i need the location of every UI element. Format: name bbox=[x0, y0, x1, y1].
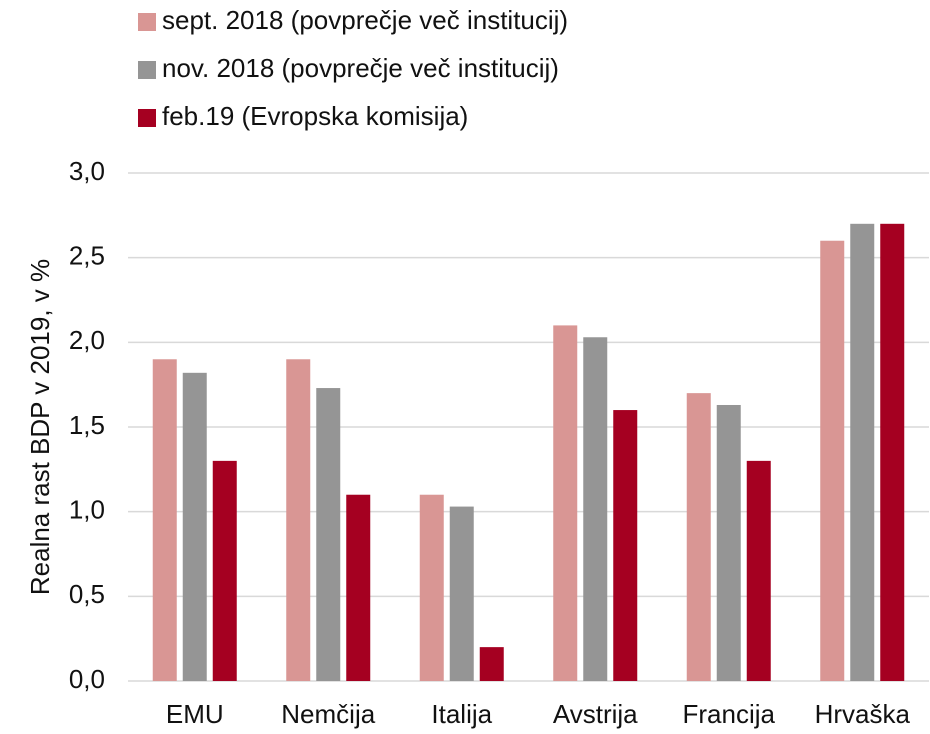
y-tick-label: 2,5 bbox=[69, 241, 105, 271]
legend-label: feb.19 (Evropska komisija) bbox=[162, 101, 468, 131]
y-tick-label: 3,0 bbox=[69, 156, 105, 186]
x-tick-label: Avstrija bbox=[553, 699, 638, 729]
bar bbox=[613, 410, 638, 681]
bar bbox=[716, 404, 741, 681]
x-tick-label: Hrvaška bbox=[815, 699, 911, 729]
y-axis-label: Realna rast BDP v 2019, v % bbox=[25, 259, 55, 595]
bar bbox=[553, 325, 578, 681]
legend-swatch bbox=[138, 61, 156, 79]
bar bbox=[152, 359, 177, 681]
bar bbox=[746, 460, 771, 681]
x-tick-label: Nemčija bbox=[281, 699, 375, 729]
legend-label: sept. 2018 (povprečje več institucij) bbox=[162, 5, 568, 35]
bar bbox=[346, 494, 371, 681]
legend-swatch bbox=[138, 13, 156, 31]
bar bbox=[880, 223, 905, 682]
y-tick-label: 1,5 bbox=[69, 410, 105, 440]
bar bbox=[316, 388, 341, 681]
bar bbox=[479, 647, 504, 681]
x-tick-label: Italija bbox=[431, 699, 492, 729]
bar bbox=[820, 240, 845, 681]
y-tick-label: 1,0 bbox=[69, 495, 105, 525]
bar bbox=[212, 460, 237, 681]
y-tick-label: 0,0 bbox=[69, 664, 105, 694]
legend-label: nov. 2018 (povprečje več institucij) bbox=[162, 53, 559, 83]
bar bbox=[419, 494, 444, 681]
y-tick-label: 0,5 bbox=[69, 579, 105, 609]
bar bbox=[286, 359, 311, 681]
bar bbox=[449, 506, 474, 681]
x-tick-label: EMU bbox=[166, 699, 224, 729]
bar bbox=[182, 372, 207, 681]
y-tick-label: 2,0 bbox=[69, 325, 105, 355]
x-tick-label: Francija bbox=[683, 699, 776, 729]
bar bbox=[686, 393, 711, 681]
legend-swatch bbox=[138, 109, 156, 127]
bar bbox=[850, 223, 875, 682]
bar bbox=[583, 337, 608, 681]
